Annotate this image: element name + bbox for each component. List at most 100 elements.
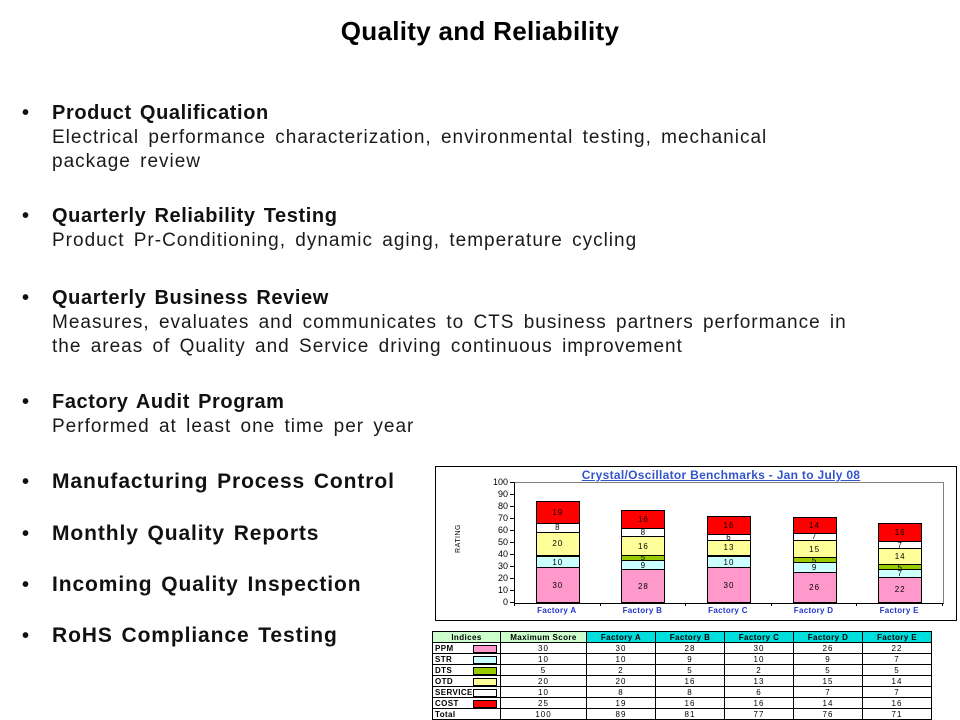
- bar-segment-cost: 16: [621, 509, 666, 529]
- table-header-cell: Factory B: [655, 631, 725, 643]
- y-axis-tick-mark: [510, 578, 514, 579]
- bullet-heading: Product Qualification: [52, 102, 269, 124]
- score-cell: 5: [862, 664, 932, 676]
- score-cell: 15: [793, 675, 863, 687]
- score-cell: 20: [586, 675, 656, 687]
- score-cell: 8: [655, 686, 725, 698]
- x-axis-category-label: Factory D: [793, 606, 834, 615]
- max-score-cell: 10: [500, 653, 587, 665]
- bullet-marker-icon: •: [22, 523, 30, 545]
- bar-segment-ppm: 22: [878, 576, 923, 603]
- bullet-item: • Manufacturing Process Control: [22, 469, 395, 495]
- y-axis-tick-label: 60: [497, 525, 508, 535]
- bar-segment-otd: 14: [878, 548, 923, 566]
- y-axis-tick-mark: [510, 554, 514, 555]
- row-label: COST: [435, 698, 459, 708]
- legend-swatch-otd: [473, 677, 497, 686]
- bullet-content: Quarterly Business Review Measures, evalu…: [52, 285, 847, 359]
- y-axis-tick-mark: [510, 590, 514, 591]
- legend-swatch-dts: [473, 666, 497, 675]
- table-header-cell: Factory C: [724, 631, 794, 643]
- score-cell: 30: [724, 642, 794, 654]
- score-cell: 28: [655, 642, 725, 654]
- table-row: COST 25 19 16 16 14 16: [432, 697, 932, 709]
- bullet-content: Product Qualification Electrical performa…: [52, 100, 767, 174]
- score-cell: 13: [724, 675, 794, 687]
- table-row: OTD 20 20 16 13 15 14: [432, 675, 932, 687]
- bullet-heading: Factory Audit Program: [52, 391, 285, 413]
- row-label: PPM: [435, 643, 454, 653]
- bar-segment-otd: 15: [792, 540, 837, 559]
- table-row: DTS 5 2 5 2 5 5: [432, 664, 932, 676]
- table-header-cell: Factory E: [862, 631, 932, 643]
- score-cell: 14: [793, 697, 863, 709]
- bullet-body-line: the areas of Quality and Service driving…: [52, 336, 683, 357]
- bullet-content: Factory Audit Program Performed at least …: [52, 389, 414, 439]
- legend-swatch-ppm: [473, 644, 497, 653]
- row-label: OTD: [435, 676, 454, 686]
- y-axis-tick-mark: [510, 542, 514, 543]
- total-score-cell: 89: [586, 708, 656, 720]
- y-axis-tick-mark: [510, 518, 514, 519]
- max-score-cell: 30: [500, 642, 587, 654]
- table-total-row: Total 100 89 81 77 76 71: [432, 708, 932, 720]
- bullet-heading: Manufacturing Process Control: [52, 470, 395, 493]
- table-header-cell: Factory A: [586, 631, 656, 643]
- score-cell: 10: [724, 653, 794, 665]
- bullet-content: Monthly Quality Reports: [52, 521, 319, 547]
- bullet-heading: Monthly Quality Reports: [52, 522, 320, 545]
- x-axis-tick-mark: [942, 603, 943, 606]
- y-axis-tick-label: 70: [497, 513, 508, 523]
- table-header-cell: Indices: [432, 631, 501, 643]
- bullet-item: • Quarterly Business Review Measures, eval…: [22, 285, 847, 359]
- bullet-content: RoHS Compliance Testing: [52, 623, 338, 649]
- total-score-cell: 76: [793, 708, 863, 720]
- y-axis-tick-mark: [510, 530, 514, 531]
- y-axis-tick-label: 30: [497, 561, 508, 571]
- table-header-cell: Factory D: [793, 631, 863, 643]
- score-cell: 9: [655, 653, 725, 665]
- score-cell: 7: [793, 686, 863, 698]
- score-cell: 2: [586, 664, 656, 676]
- x-axis-category-label: Factory B: [622, 606, 663, 615]
- score-cell: 16: [724, 697, 794, 709]
- x-axis-tick-mark: [856, 603, 858, 606]
- max-score-cell: 5: [500, 664, 587, 676]
- legend-swatch-cost: [473, 699, 497, 708]
- bar-segment-cost: 16: [878, 522, 923, 543]
- total-label-cell: Total: [432, 708, 501, 720]
- bullet-marker-icon: •: [22, 574, 30, 596]
- y-axis-tick-mark: [510, 482, 514, 483]
- stacked-bar: 1982021030: [535, 501, 580, 603]
- y-axis-tick-label: 90: [497, 489, 508, 499]
- y-axis-tick-mark: [510, 506, 514, 507]
- chart-title: Crystal/Oscillator Benchmarks - Jan to J…: [581, 468, 861, 482]
- bar-segment-otd: 13: [707, 540, 751, 556]
- bullet-heading: Quarterly Reliability Testing: [52, 205, 338, 227]
- table-row: PPM 30 30 28 30 26 22: [432, 642, 932, 654]
- bar-segment-ppm: 30: [535, 567, 580, 603]
- bar-segment-cost: 16: [707, 515, 751, 535]
- y-axis-tick-mark: [510, 494, 514, 495]
- table-row: SERVICE 10 8 8 6 7 7: [432, 686, 932, 698]
- bullet-marker-icon: •: [22, 287, 30, 309]
- bullet-body-line: Electrical performance characterization,…: [52, 127, 768, 148]
- score-cell: 2: [724, 664, 794, 676]
- total-score-cell: 71: [862, 708, 932, 720]
- x-axis-tick-mark: [685, 603, 687, 606]
- score-cell: 16: [862, 697, 932, 709]
- bar-segment-cost: 19: [535, 501, 580, 525]
- total-score-cell: 81: [655, 708, 725, 720]
- score-cell: 7: [862, 686, 932, 698]
- y-axis-tick-label: 100: [492, 477, 508, 487]
- stacked-bar: 14 7 15 5 9 26: [792, 516, 837, 603]
- score-cell: 14: [862, 675, 932, 687]
- max-score-cell: 10: [500, 686, 587, 698]
- table-row: STR 10 10 9 10 9 7: [432, 653, 932, 665]
- page-title: Quality and Reliability: [340, 16, 620, 46]
- row-label-cell: STR: [432, 653, 501, 665]
- bullet-item: • Incoming Quality Inspection: [22, 572, 362, 598]
- bullet-item: • RoHS Compliance Testing: [22, 623, 338, 649]
